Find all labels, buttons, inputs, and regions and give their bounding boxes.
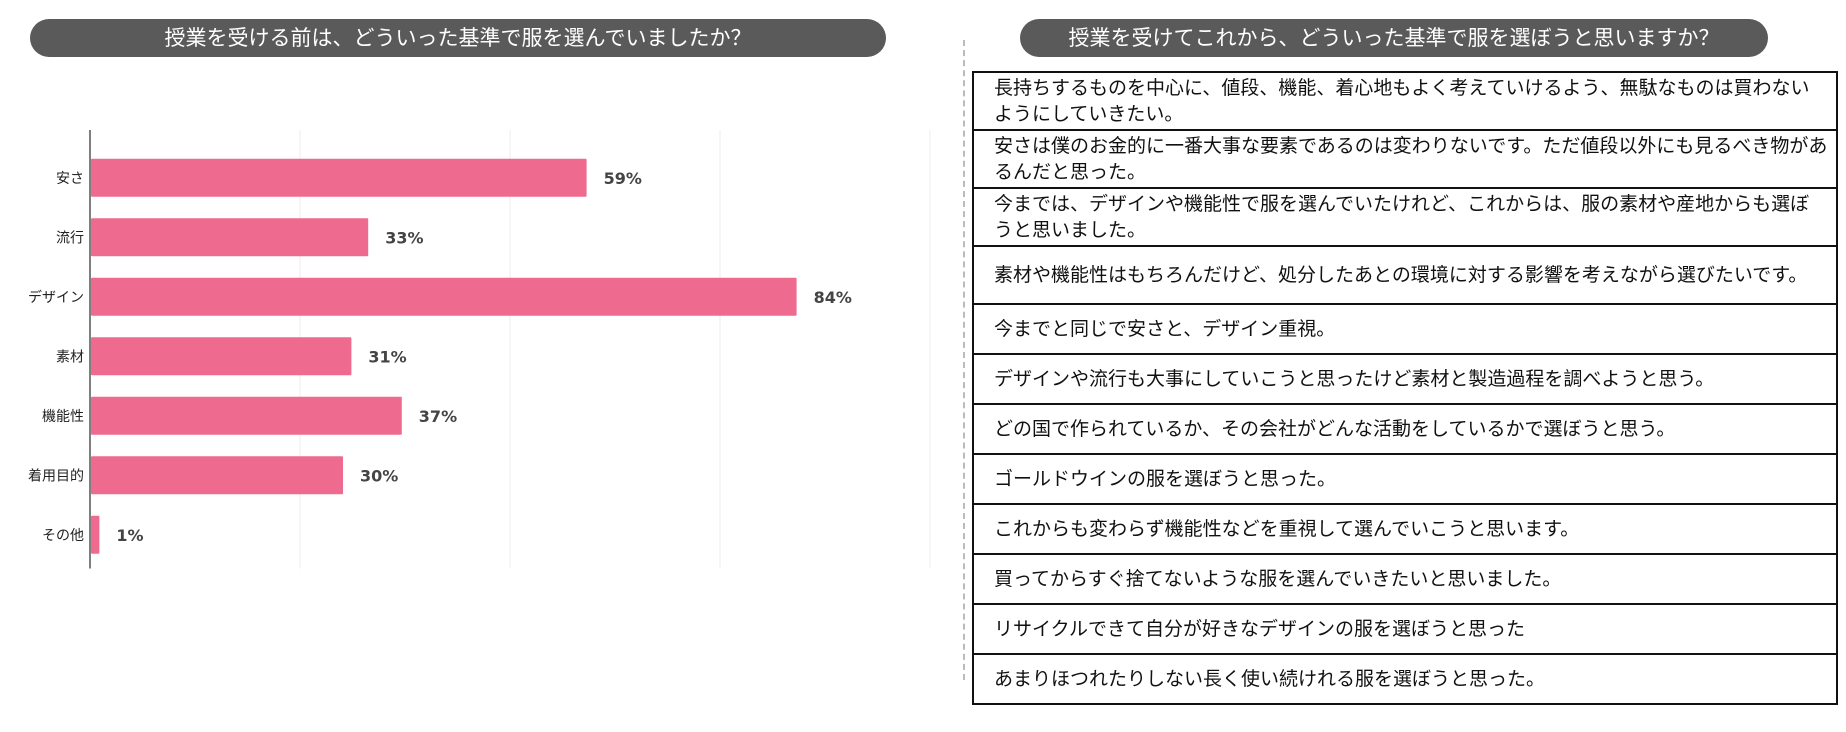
answer-row: 素材や機能性はもちろんだけど、処分したあとの環境に対する影響を考えながら選びたい… xyxy=(972,245,1838,305)
answer-text: 長持ちするものを中心に、値段、機能、着心地もよく考えていけるよう、無駄なものは買… xyxy=(994,77,1810,125)
answer-row: あまりほつれたりしない長く使い続けれる服を選ぼうと思った。 xyxy=(972,653,1838,705)
answer-text: リサイクルできて自分が好きなデザインの服を選ぼうと思った xyxy=(994,618,1526,640)
answer-row: デザインや流行も大事にしていこうと思ったけど素材と製造過程を調べようと思う。 xyxy=(972,353,1838,405)
value-label: 31% xyxy=(368,347,406,366)
value-label: 1% xyxy=(116,526,143,545)
answer-text: どの国で作られているか、その会社がどんな活動をしているかで選ぼうと思う。 xyxy=(994,418,1676,440)
answer-row: ゴールドウインの服を選ぼうと思った。 xyxy=(972,453,1838,505)
right-panel-title: 授業を受けてこれから、どういった基準で服を選ぼうと思いますか？ xyxy=(1020,19,1768,57)
answer-row: これからも変わらず機能性などを重視して選んでいこうと思います。 xyxy=(972,503,1838,555)
answer-text: 今までと同じで安さと、デザイン重視。 xyxy=(994,318,1336,340)
answer-text: ゴールドウインの服を選ぼうと思った。 xyxy=(994,468,1337,490)
bar-chart: 安さ 59% 流行 33% デザイン 84% 素材 31% 機能性 37% 着用目的 30% その他 1% xyxy=(28,130,931,569)
bar-6 xyxy=(91,456,343,495)
answers-table: 長持ちするものを中心に、値段、機能、着心地もよく考えていけるよう、無駄なものは買… xyxy=(972,71,1838,705)
category-label: 機能性 xyxy=(42,409,84,425)
answer-text: これからも変わらず機能性などを重視して選んでいこうと思います。 xyxy=(994,518,1580,540)
value-label: 84% xyxy=(814,288,852,307)
category-label: 安さ xyxy=(56,171,84,187)
bar-3 xyxy=(91,277,797,316)
category-label: デザイン xyxy=(28,289,84,306)
category-label: 流行 xyxy=(56,230,84,246)
value-label: 30% xyxy=(360,466,398,485)
panel-divider xyxy=(963,40,965,680)
answer-text: 安さは僕のお金的に一番大事な要素であるのは変わりないです。ただ値段以外にも見るべ… xyxy=(994,135,1828,183)
answer-row: どの国で作られているか、その会社がどんな活動をしているかで選ぼうと思う。 xyxy=(972,403,1838,455)
category-label: その他 xyxy=(42,528,84,544)
answer-text: 素材や機能性はもちろんだけど、処分したあとの環境に対する影響を考えながら選びたい… xyxy=(994,264,1808,286)
bar-5 xyxy=(91,396,402,435)
answer-text: あまりほつれたりしない長く使い続けれる服を選ぼうと思った。 xyxy=(994,668,1546,690)
answer-text: 買ってからすぐ捨てないような服を選んでいきたいと思いました。 xyxy=(994,568,1562,590)
bar-2 xyxy=(91,218,369,257)
value-label: 59% xyxy=(604,169,642,188)
bar-1 xyxy=(91,158,587,197)
category-label: 素材 xyxy=(56,349,84,365)
value-label: 37% xyxy=(419,407,457,426)
answer-row: リサイクルできて自分が好きなデザインの服を選ぼうと思った xyxy=(972,603,1838,655)
left-chart-title: 授業を受ける前は、どういった基準で服を選んでいましたか？ xyxy=(30,19,886,57)
answer-row: 長持ちするものを中心に、値段、機能、着心地もよく考えていけるよう、無駄なものは買… xyxy=(972,71,1838,131)
bar-4 xyxy=(91,337,352,376)
answer-row: 買ってからすぐ捨てないような服を選んでいきたいと思いました。 xyxy=(972,553,1838,605)
chart-bars: 安さ 59% 流行 33% デザイン 84% 素材 31% 機能性 37% 着用目的 30% その他 1% xyxy=(28,158,852,554)
value-label: 33% xyxy=(385,228,423,247)
answer-row: 安さは僕のお金的に一番大事な要素であるのは変わりないです。ただ値段以外にも見るべ… xyxy=(972,129,1838,189)
answer-text: 今までは、デザインや機能性で服を選んでいたけれど、これからは、服の素材や産地から… xyxy=(994,193,1810,241)
answer-text: デザインや流行も大事にしていこうと思ったけど素材と製造過程を調べようと思う。 xyxy=(994,368,1715,390)
bar-7 xyxy=(91,515,100,554)
category-label: 着用目的 xyxy=(28,468,84,484)
answer-row: 今までは、デザインや機能性で服を選んでいたけれど、これからは、服の素材や産地から… xyxy=(972,187,1838,247)
answer-row: 今までと同じで安さと、デザイン重視。 xyxy=(972,303,1838,355)
